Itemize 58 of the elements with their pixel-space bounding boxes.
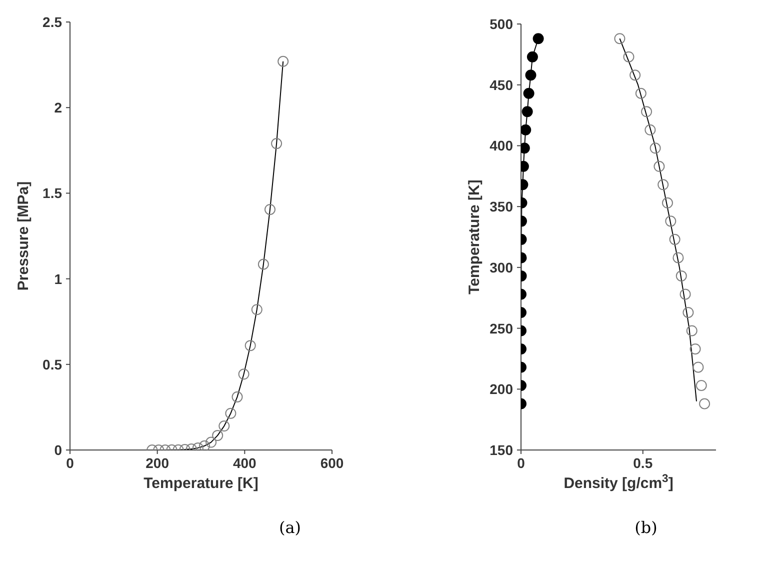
y-tick-label: 0.5	[42, 356, 62, 372]
point	[690, 343, 701, 354]
point	[658, 179, 669, 190]
point	[662, 197, 673, 208]
point	[696, 380, 707, 391]
point	[686, 325, 698, 336]
point	[669, 234, 680, 245]
point	[699, 398, 710, 410]
y-tick-label: 150	[490, 442, 514, 458]
x-tick-label: 600	[320, 454, 344, 471]
point	[225, 408, 236, 419]
point	[244, 340, 256, 352]
y-tick-label: 1	[54, 270, 62, 287]
y-tick-label: 200	[490, 381, 514, 398]
point	[672, 252, 684, 264]
point	[644, 124, 656, 136]
point	[623, 51, 634, 62]
point	[251, 304, 262, 316]
point	[278, 56, 289, 67]
point	[271, 138, 282, 150]
point	[212, 430, 224, 441]
point	[264, 204, 276, 215]
y-tick-label: 500	[490, 16, 514, 32]
point	[198, 440, 210, 450]
point	[665, 216, 676, 227]
y-tick-label: 300	[490, 259, 514, 276]
text: (b)	[634, 518, 658, 537]
x-axis-title: Density [g/cm$^{3}$]	[564, 473, 674, 492]
point	[258, 258, 269, 270]
y-tick-label: 350	[490, 198, 514, 215]
point	[614, 33, 626, 44]
point	[630, 70, 641, 81]
point	[682, 306, 694, 318]
point	[654, 160, 665, 172]
y-tick-label: 250	[490, 320, 514, 336]
point	[680, 288, 691, 300]
x-tick-label: 0	[517, 454, 526, 471]
y-tick-label: 400	[490, 138, 514, 154]
x-axis-title: Temperature [K]	[144, 475, 258, 492]
x-tick-label: 0	[66, 454, 74, 471]
point	[232, 391, 243, 402]
y-tick-label: 0	[54, 442, 62, 458]
point	[676, 270, 687, 282]
point	[238, 368, 250, 380]
y-axis-title: Pressure [MPa]	[15, 181, 32, 291]
x-tick-label: 400	[232, 454, 257, 471]
point	[650, 142, 661, 154]
point	[641, 106, 652, 118]
y-tick-label: 1.5	[42, 185, 62, 202]
y-tick-label: 2.5	[42, 14, 62, 30]
x-tick-label: 200	[146, 454, 170, 471]
x-tick-label: 0.5	[633, 454, 653, 471]
text: (a)	[278, 518, 302, 537]
y-tick-label: 2	[54, 100, 62, 116]
y-axis-title: Temperature [K]	[466, 180, 483, 294]
y-tick-label: 450	[490, 76, 514, 93]
point	[692, 362, 704, 373]
point	[635, 88, 646, 99]
